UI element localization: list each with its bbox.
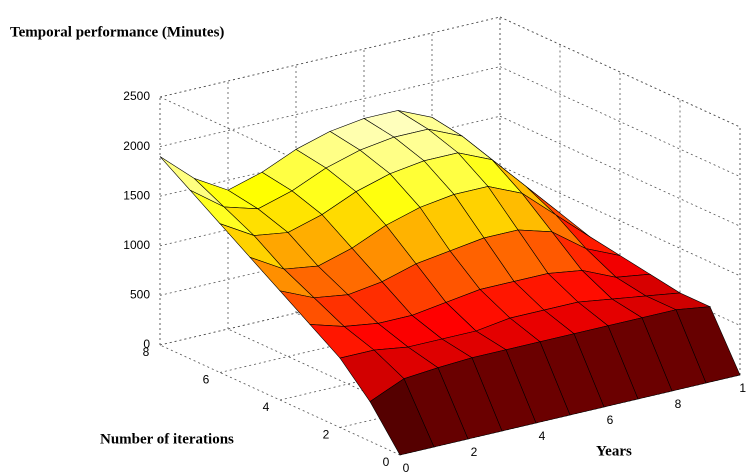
grid-line (499, 16, 741, 128)
x-tick-label: 4 (539, 429, 546, 443)
grid-line (499, 66, 741, 177)
grid-line (159, 344, 401, 456)
y-tick-label: 8 (143, 345, 150, 359)
y-tick-label: 6 (203, 373, 210, 387)
grid-line (227, 328, 469, 440)
y-tick-label: 2 (323, 428, 330, 442)
box-edge (499, 16, 741, 128)
grid-line (159, 66, 501, 147)
grid-line (159, 16, 501, 98)
z-tick-label: 500 (130, 288, 150, 302)
grid-line (499, 165, 741, 277)
z-tick-label: 2500 (123, 89, 150, 103)
surface-patch (369, 378, 435, 456)
chart-title: Temporal performance (Minutes) (10, 24, 224, 40)
y-tick-label: 0 (383, 455, 390, 469)
y-axis-label: Number of iterations (100, 431, 234, 447)
surface-patch (159, 156, 225, 208)
x-tick-label: 0 (403, 461, 410, 475)
z-tick-label: 0 (143, 337, 150, 351)
z-tick-label: 2000 (123, 139, 150, 153)
z-tick-label: 1000 (123, 238, 150, 252)
x-tick-label: 2 (471, 445, 478, 459)
y-tick-label: 4 (263, 400, 270, 414)
x-axis-label: Years (596, 443, 632, 459)
grid-line (499, 115, 741, 227)
x-tick-label: 8 (675, 397, 682, 411)
x-tick-label: 6 (607, 413, 614, 427)
z-tick-label: 1500 (123, 188, 150, 202)
x-tick-label: 10 (739, 381, 746, 395)
